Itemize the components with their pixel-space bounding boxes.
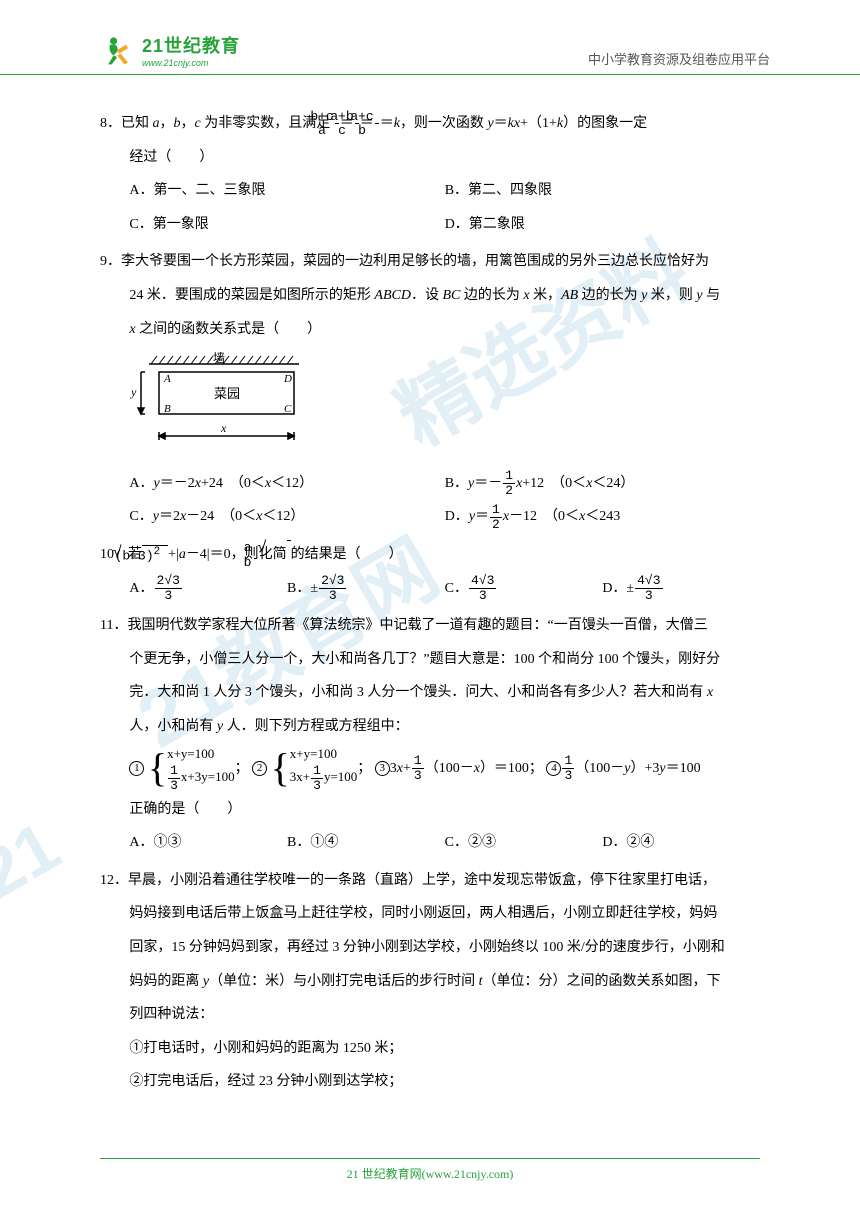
logo-title: 21世纪教育 — [142, 32, 240, 58]
q9-stem-3: x 之间的函数关系式是（ ） — [100, 313, 760, 347]
q9-diagram: 墙 A D B C 菜园 y x — [129, 352, 760, 461]
q12-stmt1: ①打电话时，小刚和妈妈的距离为 1250 米； — [100, 1032, 760, 1066]
q10-options: A．2√33 B．±2√33 C．4√33 D．±4√33 — [100, 572, 760, 606]
logo: 21世纪教育 www.21cnjy.com — [100, 32, 240, 68]
q8-options-row2: C．第一象限 D．第二象限 — [100, 208, 760, 242]
page-header: 21世纪教育 www.21cnjy.com 中小学教育资源及组卷应用平台 — [0, 0, 860, 75]
q11-option-c: C．②③ — [445, 826, 603, 860]
q12-line2: 妈妈接到电话后带上饭盒马上赶往学校，同时小刚返回，两人相遇后，小刚立即赶往学校，… — [100, 897, 760, 931]
q11-equations: 1 {x+y=10013x+3y=100； 2 {x+y=1003x+13y=1… — [100, 744, 760, 793]
diagram-wall-label: 墙 — [213, 352, 225, 365]
question-9: 9．李大爷要围一个长方形菜园，菜园的一边利用足够长的墙，用篱笆围成的另外三边总长… — [100, 245, 760, 534]
q9-option-b: B．y＝－12x+12 （0＜x＜24） — [445, 467, 760, 501]
q12-stmt2: ②打完电话后，经过 23 分钟小刚到达学校； — [100, 1065, 760, 1099]
q9-options-row1: A．y＝－2x+24 （0＜x＜12） B．y＝－12x+12 （0＜x＜24） — [100, 467, 760, 501]
q11-option-b: B．①④ — [287, 826, 445, 860]
q11-line3: 完．大和尚 1 人分 3 个馒头，小和尚 3 人分一个馒头．问大、小和尚各有多少… — [100, 676, 760, 710]
q8-option-a: A．第一、二、三象限 — [129, 174, 444, 208]
svg-text:A: A — [163, 373, 171, 385]
content-area: 8．已知 a，b，c 为非零实数，且满足 b+ca＝a+bc＝a+cb＝k，则一… — [0, 75, 860, 1099]
q8-stem-cont: 经过（ ） — [100, 141, 760, 175]
q12-line3: 回家，15 分钟妈妈到家，再经过 3 分钟小刚到达学校，小刚始终以 100 米/… — [100, 931, 760, 965]
q10-option-b: B．±2√33 — [287, 572, 445, 606]
q12-line4: 妈妈的距离 y（单位：米）与小刚打完电话后的步行时间 t（单位：分）之间的函数关… — [100, 965, 760, 999]
q11-correct: 正确的是（ ） — [100, 793, 760, 827]
q9-option-a: A．y＝－2x+24 （0＜x＜12） — [129, 467, 444, 501]
q12-line5: 列四种说法： — [100, 998, 760, 1032]
q9-option-c: C．y＝2x－24 （0＜x＜12） — [129, 500, 444, 534]
q9-stem-2: 24 米．要围成的菜园是如图所示的矩形 ABCD．设 BC 边的长为 x 米，A… — [100, 279, 760, 313]
q10-stem: 10．若√(b-3)2+|a－4|＝0，则化简√ab的结果是（ ） — [100, 538, 760, 572]
svg-text:x: x — [220, 421, 227, 435]
q9-option-d: D．y＝12x－12 （0＜x＜243 — [445, 500, 760, 534]
svg-text:D: D — [283, 373, 292, 385]
logo-icon — [100, 32, 138, 68]
q11-options: A．①③ B．①④ C．②③ D．②④ — [100, 826, 760, 860]
q8-option-d: D．第二象限 — [445, 208, 760, 242]
q11-line2: 个更无争，小僧三人分一个，大小和尚各几丁？”题目大意是：100 个和尚分 100… — [100, 643, 760, 677]
q8-stem: 8．已知 a，b，c 为非零实数，且满足 b+ca＝a+bc＝a+cb＝k，则一… — [100, 107, 760, 141]
question-8: 8．已知 a，b，c 为非零实数，且满足 b+ca＝a+bc＝a+cb＝k，则一… — [100, 107, 760, 241]
logo-url: www.21cnjy.com — [142, 58, 240, 68]
q10-option-a: A．2√33 — [129, 572, 287, 606]
q11-option-d: D．②④ — [602, 826, 760, 860]
q8-options-row1: A．第一、二、三象限 B．第二、四象限 — [100, 174, 760, 208]
q9-stem-1: 9．李大爷要围一个长方形菜园，菜园的一边利用足够长的墙，用篱笆围成的另外三边总长… — [100, 245, 760, 279]
q10-option-d: D．±4√33 — [602, 572, 760, 606]
q8-option-c: C．第一象限 — [129, 208, 444, 242]
svg-text:y: y — [130, 385, 137, 399]
q11-option-a: A．①③ — [129, 826, 287, 860]
svg-text:菜园: 菜园 — [214, 386, 240, 401]
q12-line1: 12．早晨，小刚沿着通往学校唯一的一条路（直路）上学，途中发现忘带饭盒，停下往家… — [100, 864, 760, 898]
svg-text:C: C — [284, 403, 292, 415]
q10-option-c: C．4√33 — [445, 572, 603, 606]
question-11: 11．我国明代数学家程大位所著《算法统宗》中记载了一道有趣的题目：“一百馒头一百… — [100, 609, 760, 860]
svg-text:B: B — [164, 403, 171, 415]
question-12: 12．早晨，小刚沿着通往学校唯一的一条路（直路）上学，途中发现忘带饭盒，停下往家… — [100, 864, 760, 1099]
q11-line1: 11．我国明代数学家程大位所著《算法统宗》中记载了一道有趣的题目：“一百馒头一百… — [100, 609, 760, 643]
q9-options-row2: C．y＝2x－24 （0＜x＜12） D．y＝12x－12 （0＜x＜243 — [100, 500, 760, 534]
question-10: 10．若√(b-3)2+|a－4|＝0，则化简√ab的结果是（ ） A．2√33… — [100, 538, 760, 605]
q11-line4: 人，小和尚有 y 人．则下列方程或方程组中： — [100, 710, 760, 744]
q8-option-b: B．第二、四象限 — [445, 174, 760, 208]
page-footer: 21 世纪教育网(www.21cnjy.com) — [0, 1158, 860, 1182]
header-subtitle: 中小学教育资源及组卷应用平台 — [588, 49, 770, 68]
footer-text: 21 世纪教育网(www.21cnjy.com) — [347, 1167, 514, 1181]
